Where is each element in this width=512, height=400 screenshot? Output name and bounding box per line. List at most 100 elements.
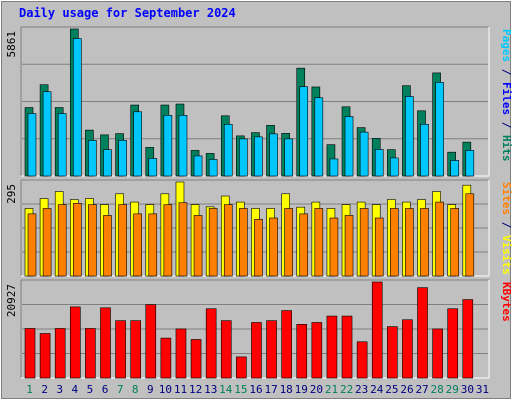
sites-bar <box>284 208 293 277</box>
page-title: Daily usage for September 2024 <box>19 6 236 20</box>
sites-bar <box>193 215 203 277</box>
sites-bar <box>239 208 248 277</box>
kbytes-bar <box>311 322 323 379</box>
legend-part: KBytes <box>500 282 512 322</box>
legend-part: / <box>500 62 512 82</box>
series-legend-label: Pages / Files / Hits <box>500 29 512 162</box>
sites-bar <box>118 204 127 277</box>
x-axis-day-label: 10 <box>159 383 172 396</box>
files-bar <box>314 97 324 177</box>
kbytes-bar <box>281 310 292 379</box>
files-bar <box>27 113 37 177</box>
x-axis-day-label: 1 <box>26 383 33 396</box>
files-bar <box>284 138 293 177</box>
files-bar <box>465 150 475 177</box>
kbytes-bar <box>85 328 96 379</box>
kbytes-bar <box>130 320 141 379</box>
sites-bar <box>42 208 52 277</box>
x-axis-day-label: 11 <box>174 383 187 396</box>
sites-bar <box>88 204 97 277</box>
x-axis-day-label: 22 <box>340 383 353 396</box>
sites-bar <box>329 217 339 277</box>
x-axis-day-label: 7 <box>117 383 124 396</box>
files-bar <box>103 149 112 177</box>
x-axis-day-label: 19 <box>295 383 308 396</box>
kbytes-bar <box>402 319 413 379</box>
kbytes-bar <box>387 326 398 379</box>
sites-bar <box>359 208 369 277</box>
series-legend-label: KBytes <box>500 282 512 322</box>
x-axis-day-label: 9 <box>147 383 154 396</box>
sites-bar <box>390 208 399 277</box>
legend-part: Sites <box>500 182 512 215</box>
files-bar <box>299 86 309 177</box>
kbytes-bar <box>371 281 383 379</box>
legend-part: Pages <box>500 29 512 62</box>
sites-bar <box>254 218 263 277</box>
kbytes-bar <box>326 315 338 379</box>
x-axis-day-label: 5 <box>87 383 94 396</box>
y-axis-max-label: 20927 <box>5 284 18 317</box>
x-axis-day-label: 2 <box>41 383 48 396</box>
files-bar <box>329 158 339 177</box>
kbytes-bar <box>462 299 474 379</box>
files-bar <box>269 133 278 177</box>
x-axis-day-label: 17 <box>264 383 277 396</box>
files-bar <box>254 136 263 177</box>
x-axis-day-label: 31 <box>476 383 489 396</box>
files-bar <box>178 115 188 177</box>
kbytes-bar <box>266 320 277 379</box>
x-axis-day-label: 24 <box>370 383 384 396</box>
sites-bar <box>163 204 173 277</box>
sites-bar <box>208 208 218 277</box>
sites-bar <box>57 204 67 277</box>
files-bar <box>450 160 460 177</box>
kbytes-bar <box>160 337 172 379</box>
files-bar <box>118 140 127 177</box>
files-bar <box>193 155 203 177</box>
x-axis-day-label: 20 <box>310 383 323 396</box>
kbytes-bar <box>356 341 368 379</box>
files-bar <box>390 157 399 177</box>
legend-part: Visits <box>500 235 512 275</box>
kbytes-bar <box>175 328 187 379</box>
kbytes-bar <box>296 324 308 379</box>
sites-bar <box>450 208 460 277</box>
sites-bar <box>27 213 37 277</box>
sites-bar <box>465 193 475 277</box>
files-bar <box>57 113 67 177</box>
kbytes-bar <box>115 320 126 379</box>
x-axis-day-label: 8 <box>132 383 139 396</box>
files-bar <box>223 124 233 177</box>
x-axis-day-label: 30 <box>461 383 474 396</box>
files-bar <box>239 138 248 177</box>
sites-bar <box>314 208 324 277</box>
x-axis-day-label: 28 <box>431 383 444 396</box>
legend-part: / <box>500 115 512 135</box>
kbytes-bar <box>190 339 202 379</box>
legend-part: Hits <box>500 135 512 162</box>
sites-bar <box>103 215 112 277</box>
files-bar <box>435 82 444 177</box>
x-axis-day-label: 16 <box>249 383 262 396</box>
sites-bar <box>223 204 233 277</box>
kbytes-bar <box>39 333 51 379</box>
series-legend-label: Sites / Visits <box>500 182 512 275</box>
x-axis-day-label: 26 <box>400 383 413 396</box>
x-axis-day-label: 13 <box>204 383 217 396</box>
files-bar <box>208 159 218 177</box>
kbytes-bar <box>69 306 81 379</box>
kbytes-bar <box>54 328 66 379</box>
x-axis-day-label: 14 <box>219 383 233 396</box>
files-bar <box>344 116 354 177</box>
sites-bar <box>420 208 429 277</box>
kbytes-bar <box>205 308 217 379</box>
sites-bar <box>72 203 82 277</box>
sites-bar <box>299 213 309 277</box>
x-axis-day-label: 23 <box>355 383 368 396</box>
files-bar <box>133 111 142 177</box>
sites-bar <box>269 217 278 277</box>
